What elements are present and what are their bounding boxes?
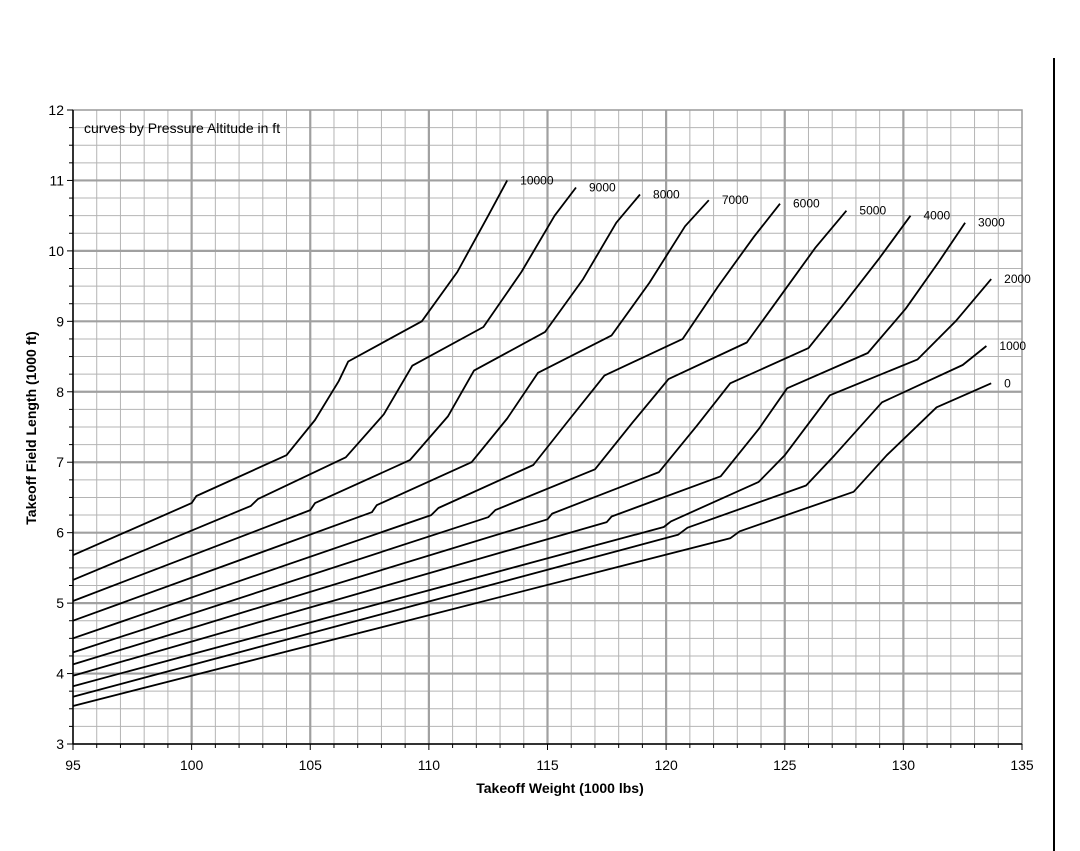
curve-label-1000: 1000 (999, 339, 1026, 353)
x-tick-label: 120 (654, 757, 678, 773)
x-tick-label: 115 (536, 757, 559, 773)
curve-label-2000: 2000 (1004, 272, 1031, 286)
curve-label-8000: 8000 (653, 188, 680, 202)
x-tick-label: 130 (892, 757, 916, 773)
curve-label-4000: 4000 (923, 209, 950, 223)
curve-label-9000: 9000 (589, 180, 616, 194)
x-tick-label: 100 (180, 757, 204, 773)
x-tick-label: 105 (299, 757, 323, 773)
altitude-curve-8000 (72, 193, 641, 602)
y-tick-label: 6 (56, 525, 64, 541)
curve-label-6000: 6000 (793, 197, 820, 211)
altitude-curve-7000 (72, 199, 710, 622)
x-tick-label: 110 (418, 757, 441, 773)
altitude-curve-1000 (72, 345, 987, 698)
y-tick-label: 7 (56, 454, 64, 470)
x-tick-label: 95 (65, 757, 81, 773)
x-axis-title: Takeoff Weight (1000 lbs) (476, 780, 644, 796)
altitude-curve-6000 (72, 203, 781, 640)
y-axis-title: Takeoff Field Length (1000 ft) (23, 331, 39, 524)
y-tick-label: 12 (48, 102, 64, 118)
axes: 95 100 105 110 115 120 125 130 135 3 4 5 6 7 8 9 10 11 12 (48, 102, 1033, 773)
curve-label-7000: 7000 (722, 193, 749, 207)
x-tick-label: 135 (1010, 757, 1034, 773)
right-divider-line (1053, 58, 1055, 851)
altitude-curve-9000 (72, 186, 577, 581)
chart-annotation: curves by Pressure Altitude in ft (84, 120, 280, 136)
grid (72, 109, 1023, 745)
altitude-curve-0 (72, 382, 992, 707)
y-tick-label: 11 (49, 172, 64, 188)
curve-label-5000: 5000 (859, 204, 886, 218)
y-tick-label: 9 (56, 313, 64, 329)
y-tick-label: 4 (56, 666, 64, 682)
y-tick-label: 3 (56, 736, 64, 752)
curve-label-3000: 3000 (978, 216, 1005, 230)
x-tick-label: 125 (773, 757, 797, 773)
y-tick-label: 5 (56, 595, 64, 611)
y-tick-label: 10 (48, 243, 64, 259)
curve-label-0: 0 (1004, 376, 1011, 390)
altitude-curve-4000 (72, 215, 912, 666)
y-tick-label: 8 (56, 384, 64, 400)
altitude-curve-5000 (72, 210, 848, 654)
curves (72, 179, 992, 707)
altitude-curve-2000 (72, 278, 992, 688)
curve-label-10000: 10000 (520, 173, 554, 187)
altitude-curve-10000 (72, 179, 508, 557)
altitude-curve-3000 (72, 222, 966, 677)
